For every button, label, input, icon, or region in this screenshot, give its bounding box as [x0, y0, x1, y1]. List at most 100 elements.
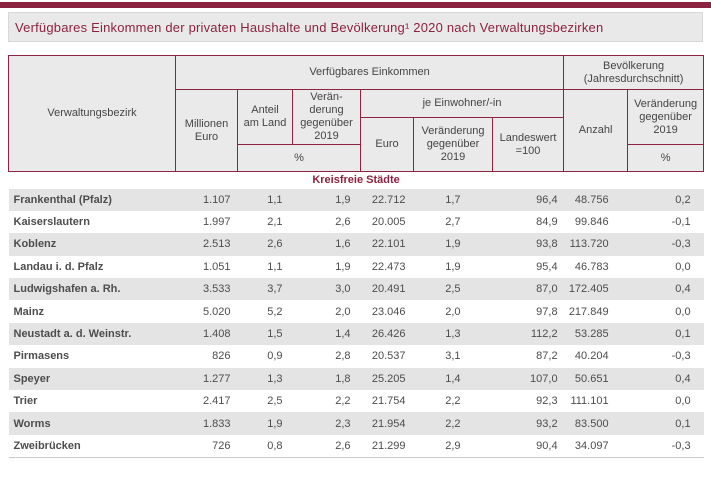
value-cell: 3,0 — [335, 283, 351, 296]
value-cell: 2,2 — [445, 395, 461, 408]
header-bevoelkerung: Bevölkerung (Jahresdurchschnitt) — [563, 55, 705, 90]
value-cell: 111.101 — [570, 395, 609, 408]
district-name-cell: Ludwigshafen a. Rh. — [13, 283, 121, 296]
header-veraenderung-2019-land: Verän- derung gegenüber 2019 — [292, 89, 361, 145]
value-cell: 2,5 — [445, 283, 461, 296]
value-cell: 50.651 — [574, 372, 609, 385]
value-cell: 0,4 — [675, 372, 691, 385]
value-cell: 1,1 — [267, 193, 283, 206]
section-header-kreisfreie-staedte: Kreisfreie Städte — [8, 171, 704, 189]
value-cell: 1,9 — [335, 193, 351, 206]
value-cell: 87,2 — [536, 350, 558, 363]
value-cell: 1,1 — [267, 260, 283, 273]
district-name-cell: Landau i. d. Pfalz — [13, 260, 104, 273]
header-je-einwohner: je Einwohner/-in — [359, 89, 565, 118]
value-cell: 93,8 — [536, 238, 558, 251]
district-name-cell: Zweibrücken — [13, 439, 81, 452]
value-cell: 20.005 — [371, 216, 406, 229]
value-cell: 2,6 — [335, 216, 351, 229]
table-body: Kreisfreie Städte Frankenthal (Pfalz) 1.1… — [8, 171, 704, 458]
value-cell: 1,8 — [335, 372, 351, 385]
value-cell: 1,9 — [267, 417, 283, 430]
value-cell: 2,9 — [445, 439, 461, 452]
header-landeswert: Landeswert =100 — [491, 117, 565, 172]
district-name-cell: Worms — [13, 417, 51, 430]
value-cell: 84,9 — [536, 216, 558, 229]
value-cell: 3.533 — [202, 283, 231, 296]
value-cell: 95,4 — [536, 260, 558, 273]
value-cell: 1,7 — [445, 193, 461, 206]
value-cell: 1,6 — [335, 238, 351, 251]
value-cell: 2,0 — [335, 305, 351, 318]
value-cell: 99.846 — [574, 216, 609, 229]
value-cell: 0,1 — [675, 328, 691, 341]
value-cell: 23.046 — [371, 305, 406, 318]
value-cell: 22.473 — [371, 260, 406, 273]
value-cell: 48.756 — [574, 193, 609, 206]
value-cell: 5.020 — [202, 305, 231, 318]
value-cell: 113.720 — [569, 238, 609, 251]
income-population-table: Verwaltungsbezirk Verfügbares Einkommen … — [8, 55, 705, 458]
value-cell: 1.107 — [202, 193, 231, 206]
value-cell: 0,1 — [675, 417, 691, 430]
value-cell: 0,0 — [675, 260, 691, 273]
top-accent-bar — [0, 2, 711, 8]
value-cell: 1.408 — [202, 328, 231, 341]
value-cell: -0,3 — [671, 238, 691, 251]
value-cell: 217.849 — [568, 305, 609, 318]
value-cell: 46.783 — [574, 260, 609, 273]
value-cell: 1,9 — [335, 260, 351, 273]
value-cell: 21.754 — [371, 395, 406, 408]
district-name-cell: Trier — [13, 395, 38, 408]
table-row: Ludwigshafen a. Rh. 3.533 3,7 3,0 20.491 2,5 8… — [8, 278, 704, 301]
header-verwaltungsbezirk: Verwaltungsbezirk — [8, 55, 176, 172]
value-cell: 25.205 — [371, 372, 406, 385]
header-verfuegbares-einkommen: Verfügbares Einkommen — [174, 55, 565, 90]
table-header: Verwaltungsbezirk Verfügbares Einkommen … — [8, 55, 705, 172]
value-cell: 0,2 — [675, 193, 691, 206]
value-cell: 90,4 — [536, 439, 558, 452]
value-cell: 1.051 — [202, 260, 231, 273]
value-cell: 2,0 — [445, 305, 461, 318]
value-cell: 34.097 — [574, 439, 609, 452]
value-cell: 83.500 — [574, 417, 609, 430]
value-cell: 93,2 — [536, 417, 558, 430]
value-cell: 2,6 — [335, 439, 351, 452]
district-name-cell: Speyer — [13, 372, 51, 385]
value-cell: 726 — [212, 439, 231, 452]
header-anteil-am-land: Anteil am Land — [237, 89, 293, 145]
value-cell: 0,0 — [675, 395, 691, 408]
header-millionen-euro: Millionen Euro — [175, 89, 238, 172]
value-cell: 112,2 — [530, 328, 558, 341]
value-cell: 1,3 — [445, 328, 461, 341]
value-cell: 22.712 — [371, 193, 406, 206]
value-cell: 2.513 — [202, 238, 231, 251]
value-cell: 1,5 — [267, 328, 283, 341]
district-name-cell: Pirmasens — [13, 350, 70, 363]
header-euro: Euro — [360, 117, 414, 172]
value-cell: 20.537 — [371, 350, 406, 363]
value-cell: 3,1 — [445, 350, 461, 363]
value-cell: 2,6 — [267, 238, 283, 251]
value-cell: 2,5 — [267, 395, 283, 408]
value-cell: 1,4 — [335, 328, 351, 341]
value-cell: 2,2 — [335, 395, 351, 408]
table-row: Neustadt a. d. Weinstr. 1.408 1,5 1,4 26.426… — [8, 322, 704, 346]
value-cell: 2,8 — [335, 350, 351, 363]
table-row: Zweibrücken 726 0,8 2,6 21.299 2,9 90,4 34.097 -… — [9, 435, 704, 457]
value-cell: 21.299 — [371, 439, 406, 452]
value-cell: 2.417 — [202, 395, 231, 408]
value-cell: 2,7 — [445, 216, 461, 229]
table-row: Mainz 5.020 5,2 2,0 23.046 2,0 97,8 217.849 0,0 — [9, 300, 704, 322]
page-title-band: Verfügbares Einkommen der privaten Haush… — [8, 12, 703, 42]
table-row: Speyer 1.277 1,3 1,8 25.205 1,4 107,0 50.651 0,4 — [8, 367, 704, 391]
value-cell: 22.101 — [371, 238, 406, 251]
header-percent-einkommen: % — [237, 144, 361, 172]
section-header-label: Kreisfreie Städte — [312, 174, 400, 187]
value-cell: 53.285 — [574, 328, 609, 341]
district-name-cell: Kaiserslautern — [13, 216, 90, 229]
district-name-cell: Mainz — [13, 305, 45, 318]
value-cell: 2,3 — [335, 417, 351, 430]
header-anzahl: Anzahl — [563, 89, 629, 172]
table-row: Trier 2.417 2,5 2,2 21.754 2,2 92,3 111.101 0,0 — [9, 390, 704, 412]
